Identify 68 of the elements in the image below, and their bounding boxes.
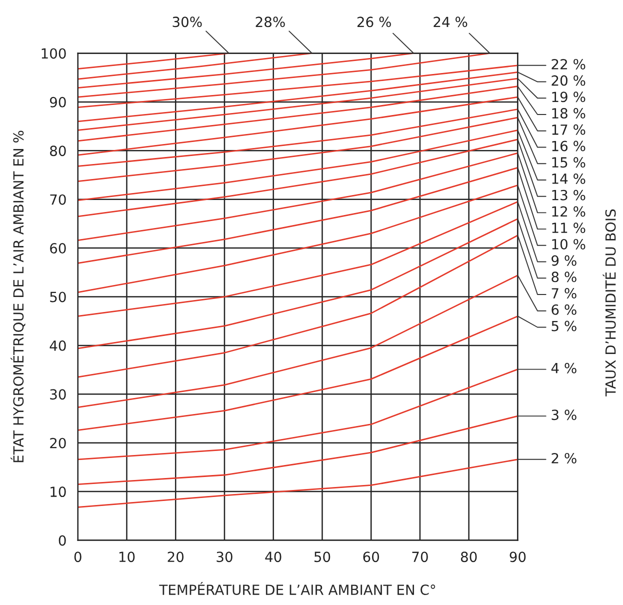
y-tick-label: 40 [50,340,66,351]
text: TAUX D’HUMIDITÉ DU BOIS [602,209,616,396]
text: 6 % [552,304,576,315]
line-series [78,64,518,108]
line-series [78,138,518,218]
line-series [78,72,518,122]
x-tick-label: 40 [265,552,282,562]
text: 12 % [552,206,586,217]
text: 4 % [551,362,576,374]
y-tick-label: 60 [50,243,66,254]
line-series [78,108,518,167]
text: 28% [256,16,285,28]
x-tick-label: 80 [460,552,477,562]
x-tick-label: 30 [216,552,232,562]
line-series [78,274,518,408]
x-tick-label: 50 [314,552,330,562]
line-series [78,316,518,431]
y-axis-title: ÉTAT HYGROMÉTRIQUE DE L’AIR AMBIANT EN % [10,130,26,462]
x-tick-label: 10 [119,552,135,562]
text: 8 % [552,272,576,282]
y-tick-label: 70 [50,194,66,205]
line-series [78,78,518,131]
y-tick-label: 20 [50,438,66,448]
x-tick-label: 20 [168,552,184,562]
y-tick-label: 90 [50,96,66,108]
y-tick-label: 80 [50,146,66,156]
y-tick-label: 30 [50,389,66,400]
line-series [78,458,518,508]
line-series [78,152,518,241]
text: 15 % [552,157,586,168]
x-tick-label: 90 [510,552,526,562]
line-series [78,218,518,350]
text: 22 % [552,58,586,70]
y-tick-label: 50 [50,292,66,302]
y-tick-label: 100 [42,48,66,59]
line-series [78,184,518,294]
line-series [78,234,518,378]
text: 19 % [552,92,586,102]
text: 7 % [552,288,576,299]
text: 16 % [552,140,586,152]
text: 17 % [552,124,586,135]
line-series [78,166,518,264]
text: 2 % [552,452,576,464]
x-tick-label: 60 [363,552,380,562]
line-series [78,116,518,182]
text: 10 % [552,238,586,250]
text: 11 % [552,222,586,234]
x-axis-title: TEMPÉRATURE DE L’AIR AMBIANT EN C° [159,582,436,596]
text: 26 % [357,16,391,28]
line-series [78,415,518,485]
line-series [78,129,518,202]
text: 5 % [552,320,576,332]
y-tick-label: 10 [50,486,66,498]
y-tick-label: 0 [58,535,66,546]
text: 18 % [552,108,586,119]
line-series [78,86,518,142]
line-series [78,201,518,317]
text: 14 % [552,173,586,184]
text: 20 % [552,75,586,86]
x-tick-label: 0 [74,552,82,562]
line-series [78,368,518,460]
text: 30% [172,16,202,28]
line-series [78,96,518,156]
x-tick-label: 70 [412,552,428,562]
text: 3 % [552,410,576,420]
text: 24 % [434,16,468,28]
text: 9 % [552,255,576,266]
text: 13 % [552,190,586,200]
